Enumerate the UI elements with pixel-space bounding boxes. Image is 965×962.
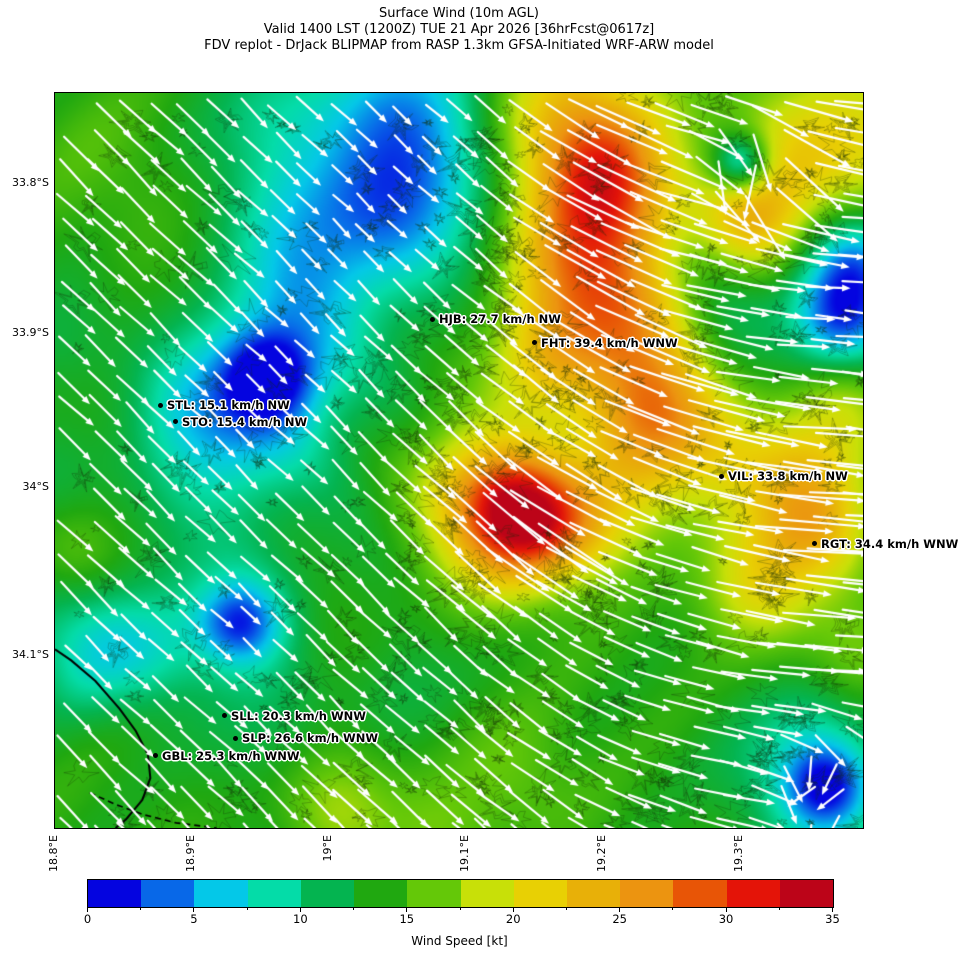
station-dot xyxy=(232,735,238,741)
colorbar-tick xyxy=(619,907,621,912)
colorbar-segment xyxy=(88,880,142,907)
colorbar-tick-label: 35 xyxy=(825,912,840,926)
station-label: FHT: 39.4 km/h WNW xyxy=(541,335,678,350)
colorbar-axis-label: Wind Speed [kt] xyxy=(411,934,508,948)
colorbar-tick-label: 0 xyxy=(83,912,92,926)
colorbar-tick-label: 25 xyxy=(612,912,627,926)
colorbar-segment xyxy=(300,880,355,907)
colorbar-segment xyxy=(354,880,408,907)
station-label: SLL: 20.3 km/h WNW xyxy=(231,708,366,723)
colorbar-tick xyxy=(353,907,355,910)
colorbar-tick xyxy=(299,907,301,912)
colorbar-segment xyxy=(194,880,248,907)
map-frame xyxy=(54,92,864,829)
colorbar-segment xyxy=(673,880,727,907)
station-dot xyxy=(812,541,817,547)
station-dot xyxy=(532,340,538,346)
colorbar-segment xyxy=(460,880,514,907)
station-dot xyxy=(719,473,724,479)
colorbar-segment xyxy=(513,880,567,907)
station-SLL: SLL: 20.3 km/h WNW xyxy=(222,708,366,724)
y-tick-label: 33.8°S xyxy=(12,175,49,189)
station-label: HJB: 27.7 km/h NW xyxy=(438,312,561,326)
colorbar-tick-label: 15 xyxy=(399,912,415,926)
station-FHT: FHT: 39.4 km/h WNW xyxy=(532,335,678,351)
station-label: VIL: 33.8 km/h NW xyxy=(728,469,848,483)
figure-title: Surface Wind (10m AGL) Valid 1400 LST (1… xyxy=(55,6,863,54)
x-tick-label: 19°E xyxy=(320,835,334,862)
x-tick-label: 19.3°E xyxy=(732,835,746,872)
colorbar-tick xyxy=(459,907,461,910)
colorbar-segment xyxy=(407,880,461,907)
station-dot xyxy=(429,316,435,322)
colorbar xyxy=(87,879,834,908)
x-tick-label: 19.1°E xyxy=(458,835,472,872)
station-label: RGT: 34.4 km/h WNW xyxy=(821,536,959,551)
colorbar-tick xyxy=(193,907,195,912)
station-STL: STL: 15.1 km/h NW xyxy=(158,397,290,413)
station-VIL: VIL: 33.8 km/h NW xyxy=(719,468,848,484)
colorbar-tick xyxy=(725,907,727,912)
station-RGT: RGT: 34.4 km/h WNW xyxy=(812,536,958,552)
station-dot xyxy=(222,713,227,719)
station-SLP: SLP: 26.6 km/h WNW xyxy=(232,730,379,746)
title-line3: FDV replot - DrJack BLIPMAP from RASP 1.… xyxy=(204,38,714,53)
x-tick-label: 18.8°E xyxy=(47,835,60,872)
station-dot xyxy=(158,402,163,408)
title-line1: Surface Wind (10m AGL) xyxy=(379,6,539,21)
colorbar-segment xyxy=(141,880,195,907)
wind-map-canvas xyxy=(55,93,863,828)
station-label: GBL: 25.3 km/h WNW xyxy=(162,748,300,763)
y-tick-label: 33.9°S xyxy=(12,325,49,339)
colorbar-tick-label: 20 xyxy=(505,912,521,926)
colorbar-tick xyxy=(140,907,142,910)
station-label: STL: 15.1 km/h NW xyxy=(167,398,290,412)
y-tick-label: 34.1°S xyxy=(12,647,49,661)
station-label: STO: 15.4 km/h NW xyxy=(182,414,308,429)
colorbar-tick-label: 5 xyxy=(190,912,198,926)
station-HJB: HJB: 27.7 km/h NW xyxy=(429,311,561,327)
colorbar-tick-label: 30 xyxy=(718,912,734,926)
colorbar-tick xyxy=(512,907,514,912)
colorbar-tick xyxy=(832,907,833,912)
colorbar-tick-label: 10 xyxy=(293,912,308,926)
x-tick-label: 19.2°E xyxy=(594,835,608,872)
station-dot xyxy=(173,419,179,425)
colorbar-tick xyxy=(672,907,674,910)
title-line2: Valid 1400 LST (1200Z) TUE 21 Apr 2026 [… xyxy=(263,22,655,37)
station-label: SLP: 26.6 km/h WNW xyxy=(241,731,379,746)
colorbar-tick xyxy=(778,907,780,910)
station-GBL: GBL: 25.3 km/h WNW xyxy=(153,748,300,764)
colorbar-segment xyxy=(726,880,780,907)
colorbar-tick xyxy=(565,907,567,910)
colorbar-segment xyxy=(566,880,621,907)
colorbar-segment xyxy=(247,880,301,907)
colorbar-segment xyxy=(620,880,674,907)
colorbar-tick xyxy=(87,907,88,912)
colorbar-tick xyxy=(246,907,248,910)
station-STO: STO: 15.4 km/h NW xyxy=(173,414,307,430)
station-dot xyxy=(153,753,158,759)
colorbar-segment xyxy=(779,880,834,907)
x-tick-label: 18.9°E xyxy=(184,835,198,872)
colorbar-tick xyxy=(406,907,408,912)
y-tick-label: 34°S xyxy=(22,480,49,494)
